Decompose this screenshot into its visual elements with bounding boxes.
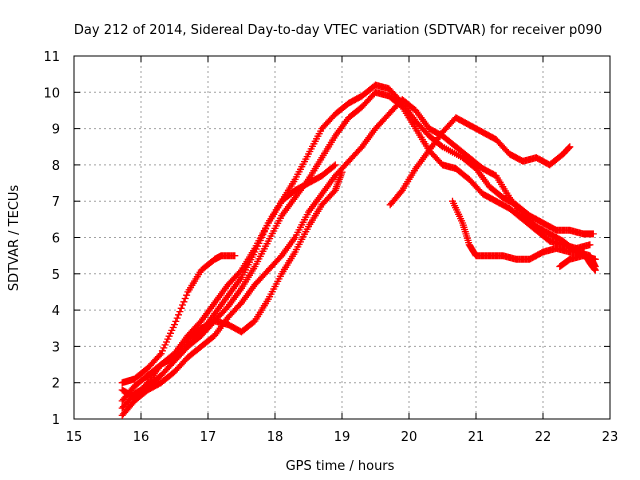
x-tick-label: 21 bbox=[468, 430, 485, 445]
y-tick-label: 2 bbox=[52, 377, 60, 392]
series-track-6 bbox=[171, 161, 339, 365]
y-tick-label: 10 bbox=[43, 86, 60, 101]
y-tick-label: 3 bbox=[52, 340, 60, 355]
series-group bbox=[118, 81, 599, 419]
y-axis-label: SDTVAR / TECUs bbox=[7, 185, 22, 292]
x-axis-label: GPS time / hours bbox=[286, 459, 395, 474]
y-tick-label: 6 bbox=[52, 232, 60, 247]
y-tick-label: 7 bbox=[52, 195, 60, 210]
x-tick-label: 17 bbox=[200, 430, 217, 445]
x-tick-label: 23 bbox=[602, 430, 619, 445]
x-tick-label: 19 bbox=[334, 430, 351, 445]
y-tick-label: 11 bbox=[43, 50, 60, 65]
series-track-5 bbox=[118, 252, 239, 387]
y-tick-label: 5 bbox=[52, 268, 60, 283]
x-tick-label: 18 bbox=[267, 430, 284, 445]
y-tick-label: 1 bbox=[52, 413, 60, 428]
x-tick-label: 15 bbox=[66, 430, 83, 445]
x-tick-label: 16 bbox=[133, 430, 150, 445]
series-track-2 bbox=[118, 88, 594, 412]
x-tick-label: 22 bbox=[535, 430, 552, 445]
y-tick-label: 9 bbox=[52, 123, 60, 138]
series-track-9 bbox=[556, 252, 599, 270]
series-track-7 bbox=[386, 114, 574, 209]
series-track-4 bbox=[118, 168, 346, 405]
y-tick-label: 8 bbox=[52, 159, 60, 174]
y-tick-label: 4 bbox=[52, 304, 60, 319]
chart-title: Day 212 of 2014, Sidereal Day-to-day VTE… bbox=[74, 23, 602, 38]
x-tick-label: 20 bbox=[401, 430, 418, 445]
